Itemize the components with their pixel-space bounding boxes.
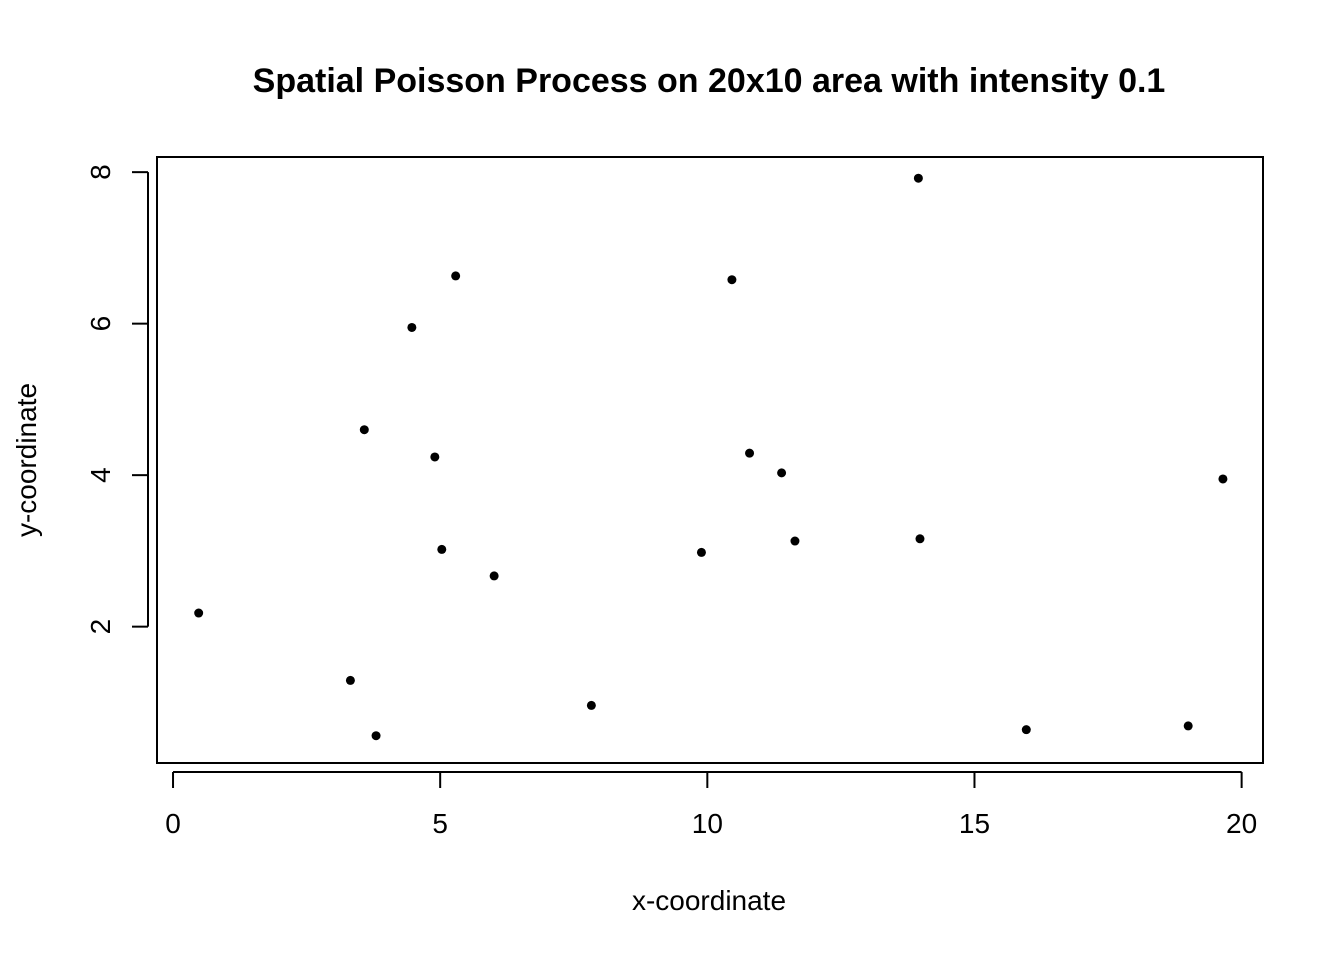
- data-point: [371, 731, 381, 741]
- data-point: [1183, 721, 1193, 731]
- data-point: [1218, 474, 1228, 484]
- y-tick-label: 6: [85, 316, 116, 332]
- plot-frame: [156, 156, 1264, 764]
- data-point: [915, 534, 925, 544]
- y-tick-label: 8: [85, 164, 116, 180]
- x-axis-label: x-coordinate: [632, 885, 786, 916]
- data-point: [586, 700, 596, 710]
- y-tick-label: 2: [85, 619, 116, 635]
- data-point: [745, 448, 755, 458]
- x-tick-label: 0: [165, 808, 181, 839]
- x-tick-label: 20: [1226, 808, 1257, 839]
- y-axis-label: y-coordinate: [11, 383, 42, 537]
- data-point: [451, 271, 461, 281]
- data-point: [777, 468, 787, 478]
- data-point: [727, 275, 737, 285]
- data-point: [489, 571, 499, 581]
- data-points: [194, 173, 1228, 741]
- x-tick-label: 5: [432, 808, 448, 839]
- data-point: [345, 675, 355, 685]
- data-point: [790, 536, 800, 546]
- x-axis: 0 5 10 15 20: [165, 771, 1257, 839]
- x-tick-label: 10: [692, 808, 723, 839]
- data-point: [1021, 725, 1031, 735]
- data-point: [696, 547, 706, 557]
- data-point: [359, 425, 369, 435]
- data-point: [194, 608, 204, 618]
- data-point: [913, 173, 923, 183]
- chart-title: Spatial Poisson Process on 20x10 area wi…: [253, 62, 1166, 100]
- x-tick-label: 15: [959, 808, 990, 839]
- data-point: [407, 322, 417, 332]
- y-tick-label: 4: [85, 467, 116, 483]
- y-axis: 2 4 6 8: [85, 164, 149, 635]
- data-point: [437, 544, 447, 554]
- data-point: [430, 452, 440, 462]
